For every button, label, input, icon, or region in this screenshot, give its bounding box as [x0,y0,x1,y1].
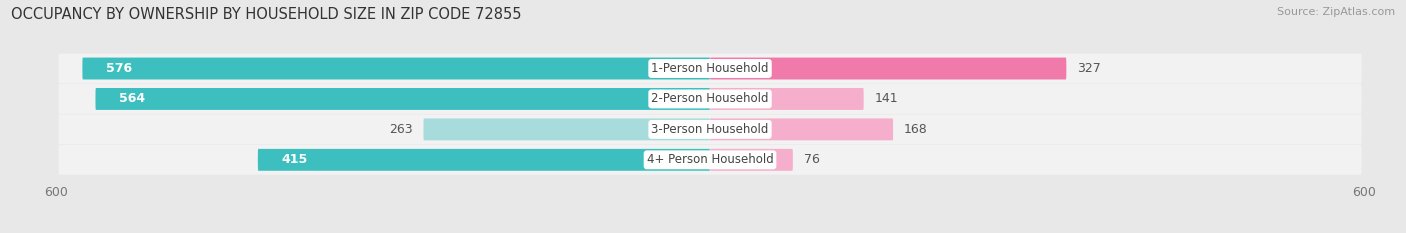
Text: Source: ZipAtlas.com: Source: ZipAtlas.com [1277,7,1395,17]
FancyBboxPatch shape [59,84,1361,114]
FancyBboxPatch shape [710,149,793,171]
FancyBboxPatch shape [59,145,1361,175]
FancyBboxPatch shape [96,88,710,110]
Text: 2-Person Household: 2-Person Household [651,93,769,106]
FancyBboxPatch shape [710,118,893,140]
Text: 576: 576 [107,62,132,75]
FancyBboxPatch shape [710,88,863,110]
FancyBboxPatch shape [59,114,1361,144]
Text: 3-Person Household: 3-Person Household [651,123,769,136]
FancyBboxPatch shape [710,58,1066,79]
Text: 415: 415 [281,153,308,166]
Text: 1-Person Household: 1-Person Household [651,62,769,75]
Text: 327: 327 [1077,62,1101,75]
Text: 76: 76 [804,153,820,166]
Text: OCCUPANCY BY OWNERSHIP BY HOUSEHOLD SIZE IN ZIP CODE 72855: OCCUPANCY BY OWNERSHIP BY HOUSEHOLD SIZE… [11,7,522,22]
FancyBboxPatch shape [83,58,710,79]
FancyBboxPatch shape [257,149,710,171]
FancyBboxPatch shape [423,118,710,140]
Text: 263: 263 [389,123,412,136]
Text: 141: 141 [875,93,898,106]
Text: 564: 564 [120,93,146,106]
FancyBboxPatch shape [59,54,1361,83]
Text: 4+ Person Household: 4+ Person Household [647,153,773,166]
Text: 168: 168 [904,123,928,136]
